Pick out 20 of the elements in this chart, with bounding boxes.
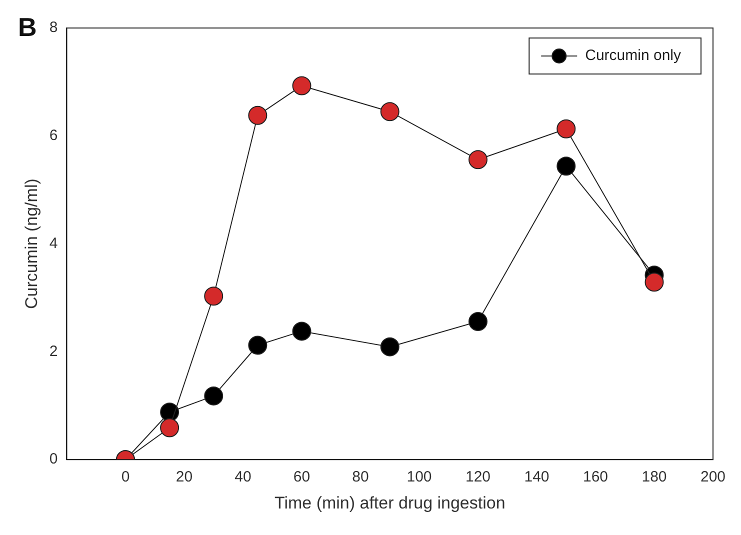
x-axis-title: Time (min) after drug ingestion	[274, 493, 506, 512]
y-tick-label: 8	[49, 19, 58, 36]
x-tick-label: 0	[121, 468, 130, 486]
x-tick-label: 60	[293, 468, 310, 486]
legend-label: Curcumin only	[585, 47, 682, 64]
y-tick-label: 0	[49, 450, 58, 468]
y-axis-title: Curcumin (ng/ml)	[22, 178, 41, 309]
x-tick-label: 180	[642, 468, 667, 486]
x-tick-label: 160	[582, 468, 608, 486]
x-tick-label: 100	[406, 468, 432, 486]
y-tick-label: 2	[49, 342, 58, 360]
x-tick-label: 140	[524, 468, 550, 486]
text: B	[18, 12, 37, 42]
y-tick-label: 6	[49, 127, 58, 144]
y-tick-label: 4	[49, 234, 58, 252]
x-tick-label: 40	[234, 468, 252, 486]
x-tick-label: 80	[352, 468, 369, 486]
x-tick-label: 200	[700, 468, 726, 486]
x-tick-label: 20	[176, 468, 193, 486]
x-tick-label: 120	[465, 468, 491, 486]
